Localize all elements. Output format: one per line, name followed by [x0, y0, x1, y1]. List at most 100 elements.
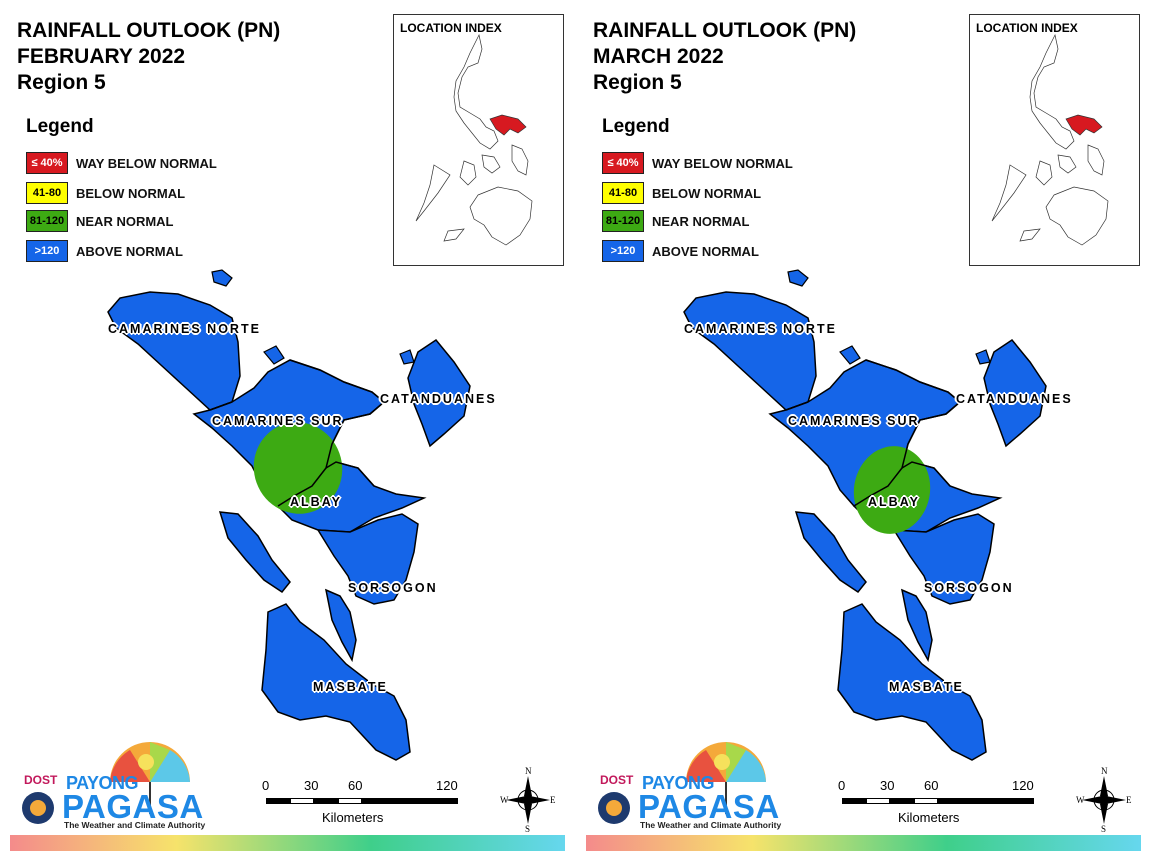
legend-item-above-normal: >120 ABOVE NORMAL — [26, 239, 183, 263]
philippines-index-map — [415, 33, 533, 246]
legend-swatch: 81-120 — [602, 210, 644, 232]
province-label-sorsogon: SORSOGON — [348, 581, 438, 595]
province-label-sorsogon: SORSOGON — [924, 581, 1014, 595]
compass-rose-icon: N S W E — [500, 766, 556, 834]
logo-tagline: The Weather and Climate Authority — [64, 820, 206, 830]
scale-tick: 0 — [838, 778, 846, 793]
map-title: RAINFALL OUTLOOK (PN) FEBRUARY 2022 Regi… — [17, 18, 280, 96]
legend-swatch: 41-80 — [602, 182, 644, 204]
catanduanes-area — [983, 338, 1047, 448]
legend-item-above-normal: >120 ABOVE NORMAL — [602, 239, 759, 263]
province-label-catanduanes: CATANDUANES — [380, 392, 497, 406]
burias-island — [218, 511, 291, 594]
title-line-1: RAINFALL OUTLOOK (PN) — [593, 19, 857, 42]
scale-tick: 30 — [880, 778, 895, 793]
small-islands — [211, 269, 415, 365]
sorsogon-area — [892, 513, 995, 605]
title-region: Region 5 — [593, 71, 682, 94]
catanduanes-area — [407, 338, 471, 448]
outlook-panel-march: RAINFALL OUTLOOK (PN) MARCH 2022 Region … — [576, 0, 1152, 864]
masbate-area — [837, 603, 987, 761]
province-label-camarines-norte: CAMARINES NORTE — [684, 322, 837, 336]
province-label-albay: ALBAY — [868, 495, 920, 509]
ticao-island — [324, 588, 357, 663]
legend-item-near-normal: 81-120 NEAR NORMAL — [26, 209, 174, 233]
pagasa-text: PAGASA — [638, 788, 780, 825]
compass-rose-icon: N S W E — [1076, 766, 1132, 834]
legend-label: BELOW NORMAL — [652, 185, 762, 201]
title-month: MARCH 2022 — [593, 45, 724, 68]
dost-text: DOST — [600, 773, 634, 787]
legend-swatch: ≤ 40% — [26, 152, 68, 174]
province-label-albay: ALBAY — [290, 495, 342, 509]
scale-tick: 60 — [924, 778, 939, 793]
legend-label: BELOW NORMAL — [76, 185, 186, 201]
legend-swatch: 41-80 — [26, 182, 68, 204]
province-label-camarines-sur: CAMARINES SUR — [788, 414, 920, 428]
compass-n: N — [525, 766, 532, 776]
location-index-box: LOCATION INDEX — [393, 14, 564, 266]
scale-bar: 0 30 60 120 Kilometers — [838, 778, 1048, 838]
umbrella-emblem-icon — [22, 742, 190, 824]
ticao-island — [900, 588, 933, 663]
legend-swatch: >120 — [602, 240, 644, 262]
province-label-masbate: MASBATE — [889, 680, 964, 694]
legend-label: NEAR NORMAL — [652, 213, 750, 229]
logo-tagline: The Weather and Climate Authority — [640, 820, 782, 830]
compass-s: S — [1101, 824, 1106, 832]
legend-item-way-below-normal: ≤ 40% WAY BELOW NORMAL — [602, 151, 793, 175]
bicol-region-map — [683, 269, 1047, 761]
compass-s: S — [525, 824, 530, 832]
province-label-catanduanes: CATANDUANES — [956, 392, 1073, 406]
legend-label: WAY BELOW NORMAL — [76, 155, 217, 171]
scale-bar: 0 30 60 120 Kilometers — [262, 778, 472, 838]
legend-title: Legend — [26, 116, 94, 137]
province-label-camarines-norte: CAMARINES NORTE — [108, 322, 261, 336]
compass-e: E — [1126, 795, 1132, 805]
pagasa-logo: DOST PAYONG PAGASA The Weather and Clima… — [18, 740, 205, 835]
location-index-title: LOCATION INDEX — [976, 21, 1078, 35]
masbate-area — [261, 603, 411, 761]
outlook-panel-february: RAINFALL OUTLOOK (PN) FEBRUARY 2022 Regi… — [10, 14, 565, 851]
title-line-1: RAINFALL OUTLOOK (PN) — [17, 19, 281, 42]
small-islands — [787, 269, 991, 365]
scale-unit: Kilometers — [898, 810, 960, 825]
compass-e: E — [550, 795, 556, 805]
philippines-index-map — [991, 33, 1109, 246]
legend-label: ABOVE NORMAL — [652, 243, 759, 259]
title-month: FEBRUARY 2022 — [17, 45, 186, 68]
dost-text: DOST — [24, 773, 58, 787]
pagasa-text: PAGASA — [62, 788, 204, 825]
province-label-masbate: MASBATE — [313, 680, 388, 694]
legend-item-near-normal: 81-120 NEAR NORMAL — [602, 209, 750, 233]
map-title: RAINFALL OUTLOOK (PN) MARCH 2022 Region … — [593, 18, 856, 96]
camarines-norte-area — [107, 291, 241, 411]
legend-item-below-normal: 41-80 BELOW NORMAL — [26, 181, 185, 205]
legend-item-way-below-normal: ≤ 40% WAY BELOW NORMAL — [26, 151, 217, 175]
legend-swatch: 81-120 — [26, 210, 68, 232]
scale-tick: 30 — [304, 778, 319, 793]
scale-tick: 0 — [262, 778, 270, 793]
scale-tick: 120 — [436, 778, 458, 793]
near-normal-zone — [253, 422, 343, 514]
payong-text: PAYONG — [642, 773, 715, 793]
legend-swatch: ≤ 40% — [602, 152, 644, 174]
legend-swatch: >120 — [26, 240, 68, 262]
province-label-camarines-sur: CAMARINES SUR — [212, 414, 344, 428]
burias-island — [794, 511, 867, 594]
location-index-box: LOCATION INDEX — [969, 14, 1140, 266]
compass-n: N — [1101, 766, 1108, 776]
compass-w: W — [500, 795, 509, 805]
umbrella-emblem-icon — [598, 742, 766, 824]
scale-tick: 60 — [348, 778, 363, 793]
legend-label: ABOVE NORMAL — [76, 243, 183, 259]
color-gradient-strip — [10, 835, 565, 851]
camarines-norte-area — [683, 291, 817, 411]
near-normal-zone — [853, 446, 931, 534]
legend-item-below-normal: 41-80 BELOW NORMAL — [602, 181, 761, 205]
scale-unit: Kilometers — [322, 810, 384, 825]
title-region: Region 5 — [17, 71, 106, 94]
payong-text: PAYONG — [66, 773, 139, 793]
pagasa-logo: DOST PAYONG PAGASA The Weather and Clima… — [594, 740, 781, 835]
bicol-region-map — [107, 269, 471, 761]
